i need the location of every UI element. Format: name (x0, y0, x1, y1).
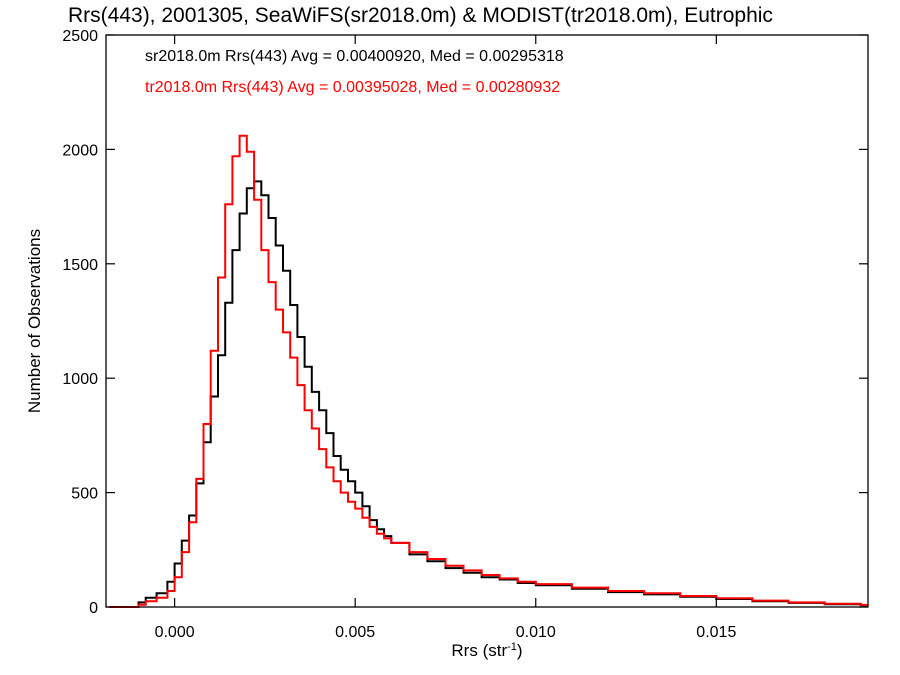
x-tick-label: 0.015 (696, 624, 736, 641)
y-tick-label: 1500 (62, 257, 98, 274)
y-tick-label: 0 (89, 600, 98, 617)
tick-layer: 0.000 0.005 0.010 0.015 0 500 1000 1500 2000 2500 (62, 28, 868, 641)
y-tick-label: 2500 (62, 28, 98, 45)
x-axis-label-close: ) (517, 641, 523, 660)
chart-title: Rrs(443), 2001305, SeaWiFS(sr2018.0m) & … (68, 4, 773, 27)
legend-entry-tr2018: tr2018.0m Rrs(443) Avg = 0.00395028, Med… (145, 79, 560, 96)
series-line-sr2018 (109, 180, 868, 608)
x-axis-label-superscript: -1 (507, 641, 517, 653)
x-tick-label: 0.005 (335, 624, 375, 641)
x-tick-label: 0.000 (155, 624, 195, 641)
plot-frame (105, 34, 869, 608)
y-tick-label: 2000 (62, 142, 98, 159)
y-tick-label: 1000 (62, 371, 98, 388)
y-axis-label: Number of Observations (25, 229, 44, 413)
x-axis-label-main: Rrs (str (451, 641, 507, 660)
y-tick-label: 500 (71, 486, 98, 503)
series-line-tr2018 (109, 134, 868, 608)
series-layer (109, 134, 868, 608)
legend-entry-sr2018: sr2018.0m Rrs(443) Avg = 0.00400920, Med… (145, 48, 564, 65)
x-tick-label: 0.010 (516, 624, 556, 641)
x-axis-label: Rrs (str-1) (451, 641, 522, 660)
